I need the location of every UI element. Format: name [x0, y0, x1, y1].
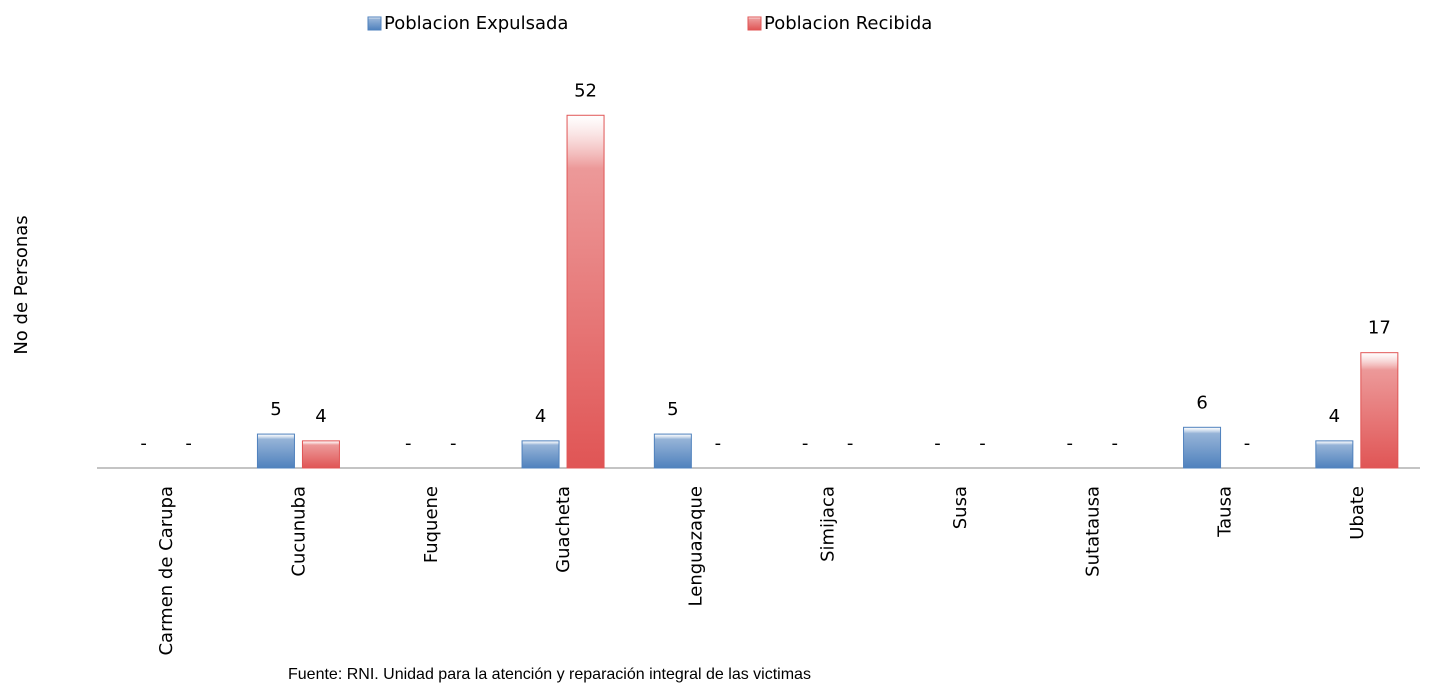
bar	[256, 433, 295, 469]
bar	[1360, 352, 1399, 469]
data-label: 5	[667, 399, 678, 420]
x-tick-label: Susa	[950, 486, 971, 529]
data-label: -	[1067, 433, 1074, 454]
data-label: 6	[1196, 392, 1207, 413]
data-label: -	[847, 433, 854, 454]
data-label: -	[715, 433, 722, 454]
data-label: -	[185, 433, 192, 454]
x-tick-label: Fuquene	[421, 486, 442, 563]
data-label: -	[979, 433, 986, 454]
bar	[301, 440, 340, 469]
data-label: 52	[574, 80, 597, 101]
data-label: 4	[535, 406, 546, 427]
bar	[1315, 440, 1354, 469]
x-tick-label: Ubate	[1347, 486, 1368, 540]
bar	[566, 114, 605, 469]
data-label: 4	[315, 406, 326, 427]
data-label: 4	[1329, 406, 1340, 427]
x-tick-label: Carmen de Carupa	[156, 486, 177, 656]
legend-swatch	[367, 16, 382, 31]
data-label: -	[405, 433, 412, 454]
data-label: -	[1112, 433, 1119, 454]
legend-label: Poblacion Recibida	[764, 13, 932, 34]
legend-swatch	[747, 16, 762, 31]
data-label: -	[140, 433, 147, 454]
data-label: -	[1244, 433, 1251, 454]
x-tick-label: Simijaca	[818, 486, 839, 562]
x-tick-label: Tausa	[1215, 486, 1236, 538]
x-tick-label: Lenguazaque	[685, 486, 706, 606]
data-label: -	[450, 433, 457, 454]
x-tick-label: Guacheta	[553, 486, 574, 573]
bar	[1183, 426, 1222, 469]
bar	[653, 433, 692, 469]
source-note: Fuente: RNI. Unidad para la atención y r…	[288, 666, 811, 683]
x-tick-label: Sutatausa	[1082, 486, 1103, 577]
bar	[521, 440, 560, 469]
data-label: 17	[1368, 318, 1391, 339]
data-label: -	[934, 433, 941, 454]
data-label: -	[802, 433, 809, 454]
legend-label: Poblacion Expulsada	[384, 13, 568, 34]
x-tick-label: Cucunuba	[288, 486, 309, 577]
y-axis-label: No de Personas	[11, 215, 32, 354]
data-label: 5	[270, 399, 281, 420]
